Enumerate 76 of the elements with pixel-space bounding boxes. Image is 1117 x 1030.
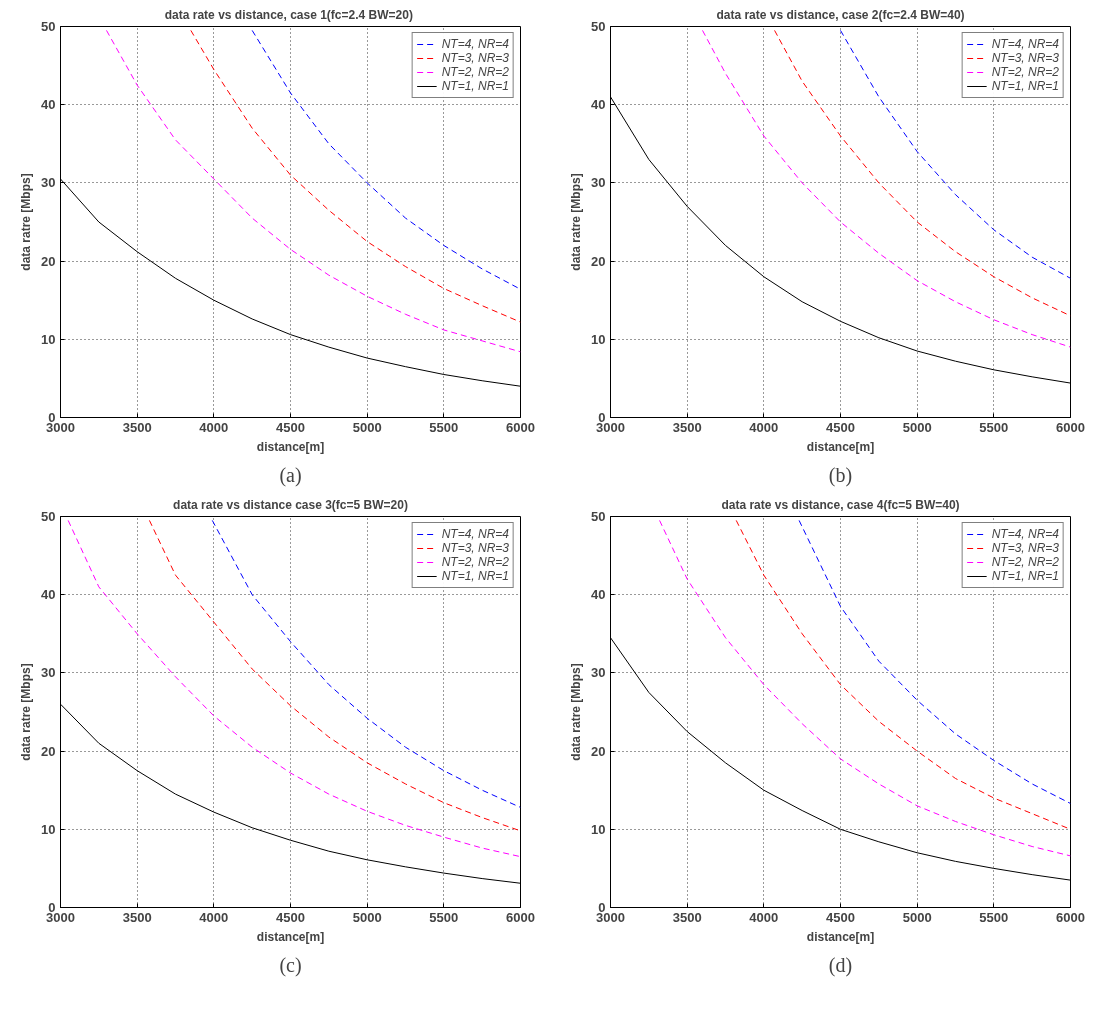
y-axis-title: data ratre [Mbps] bbox=[569, 663, 584, 761]
y-tick-label: 50 bbox=[591, 509, 606, 524]
x-tick-label: 5500 bbox=[429, 909, 459, 925]
x-axis-title: distance[m] bbox=[256, 439, 325, 454]
legend-label: NT=3, NR=3 bbox=[991, 541, 1059, 555]
y-tick-label: 40 bbox=[41, 97, 56, 113]
text: (d) bbox=[828, 953, 853, 977]
x-tick-label: 6000 bbox=[1056, 909, 1085, 925]
text: (a) bbox=[279, 463, 302, 487]
x-tick-label: 3500 bbox=[672, 419, 702, 435]
text: (b) bbox=[828, 463, 853, 487]
y-tick-label: 30 bbox=[41, 665, 56, 681]
x-tick-label: 4000 bbox=[199, 419, 229, 435]
x-tick-label: 3500 bbox=[672, 909, 702, 925]
legend-label: NT=3, NR=3 bbox=[441, 51, 509, 65]
y-tick-label: 20 bbox=[41, 743, 56, 759]
x-axis-title: distance[m] bbox=[256, 929, 325, 944]
legend-label: NT=2, NR=2 bbox=[441, 65, 509, 79]
y-tick-label: 40 bbox=[591, 587, 606, 603]
x-tick-label: 4000 bbox=[749, 909, 779, 925]
legend-label: NT=4, NR=4 bbox=[991, 527, 1059, 541]
chart-title: data rate vs distance, case 1(fc=2.4 BW=20) bbox=[164, 7, 413, 22]
x-axis-title: distance[m] bbox=[806, 929, 875, 944]
y-tick-label: 50 bbox=[591, 19, 606, 34]
x-tick-label: 5500 bbox=[979, 909, 1009, 925]
x-axis-title: distance[m] bbox=[806, 439, 875, 454]
legend-label: NT=2, NR=2 bbox=[991, 555, 1059, 569]
y-axis-title: data ratre [Mbps] bbox=[19, 663, 34, 761]
legend-label: NT=3, NR=3 bbox=[441, 541, 509, 555]
y-tick-label: 10 bbox=[41, 821, 56, 837]
text: (c) bbox=[279, 953, 302, 977]
legend-label: NT=1, NR=1 bbox=[991, 569, 1059, 583]
x-tick-label: 5000 bbox=[902, 909, 932, 925]
x-tick-label: 4500 bbox=[276, 419, 305, 435]
y-tick-label: 30 bbox=[41, 175, 56, 191]
legend-label: NT=2, NR=2 bbox=[441, 555, 509, 569]
x-tick-label: 4000 bbox=[749, 419, 779, 435]
y-tick-label: 30 bbox=[591, 175, 606, 191]
x-tick-label: 6000 bbox=[506, 419, 535, 435]
x-tick-label: 4500 bbox=[276, 909, 305, 925]
y-tick-label: 20 bbox=[591, 743, 606, 759]
y-axis-title: data ratre [Mbps] bbox=[19, 173, 34, 271]
x-tick-label: 3500 bbox=[122, 419, 152, 435]
x-tick-label: 6000 bbox=[506, 909, 535, 925]
x-tick-label: 5000 bbox=[902, 419, 932, 435]
y-axis-title: data ratre [Mbps] bbox=[569, 173, 584, 271]
legend-label: NT=4, NR=4 bbox=[441, 527, 509, 541]
x-tick-label: 4500 bbox=[826, 909, 855, 925]
x-tick-label: 5000 bbox=[352, 909, 382, 925]
x-tick-label: 6000 bbox=[1056, 419, 1085, 435]
x-tick-label: 4500 bbox=[826, 419, 855, 435]
x-tick-label: 4000 bbox=[199, 909, 229, 925]
y-tick-label: 30 bbox=[591, 665, 606, 681]
legend-label: NT=4, NR=4 bbox=[991, 37, 1059, 51]
chart-title: data rate vs distance, case 4(fc=5 BW=40) bbox=[721, 497, 960, 512]
y-tick-label: 50 bbox=[41, 19, 56, 34]
legend-label: NT=1, NR=1 bbox=[441, 79, 509, 93]
y-tick-label: 10 bbox=[591, 821, 606, 837]
x-tick-label: 5000 bbox=[352, 419, 382, 435]
x-tick-label: 5500 bbox=[979, 419, 1009, 435]
chart-title: data rate vs distance case 3(fc=5 BW=20) bbox=[173, 497, 408, 512]
y-tick-label: 20 bbox=[41, 253, 56, 269]
legend-label: NT=4, NR=4 bbox=[441, 37, 509, 51]
legend-label: NT=3, NR=3 bbox=[991, 51, 1059, 65]
y-tick-label: 20 bbox=[591, 253, 606, 269]
legend-label: NT=1, NR=1 bbox=[441, 569, 509, 583]
y-tick-label: 10 bbox=[41, 331, 56, 347]
y-tick-label: 50 bbox=[41, 509, 56, 524]
chart-title: data rate vs distance, case 2(fc=2.4 BW=40) bbox=[716, 7, 965, 22]
x-tick-label: 5500 bbox=[429, 419, 459, 435]
y-tick-label: 40 bbox=[41, 587, 56, 603]
legend-label: NT=2, NR=2 bbox=[991, 65, 1059, 79]
legend-label: NT=1, NR=1 bbox=[991, 79, 1059, 93]
y-tick-label: 10 bbox=[591, 331, 606, 347]
x-tick-label: 3500 bbox=[122, 909, 152, 925]
y-tick-label: 40 bbox=[591, 97, 606, 113]
